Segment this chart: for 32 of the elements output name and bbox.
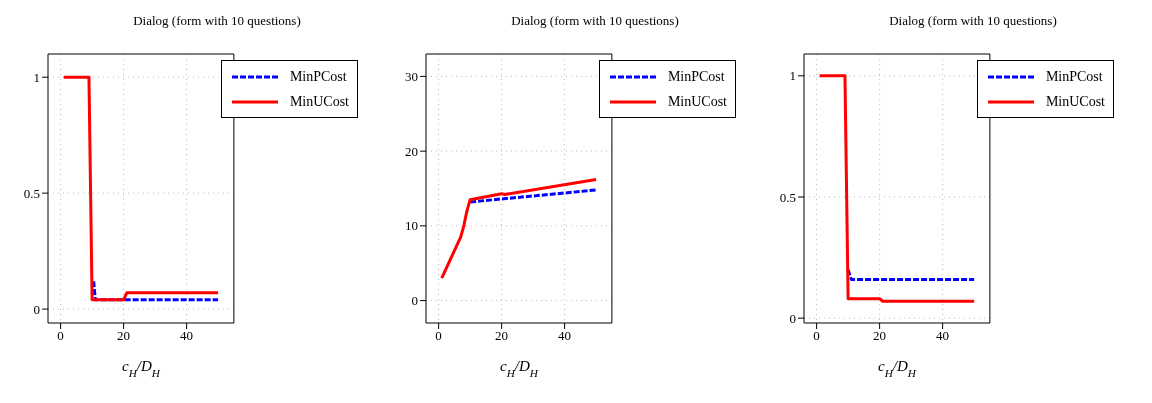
- y-tick-label: 0: [789, 310, 796, 326]
- y-tick-label: 10: [405, 218, 418, 234]
- legend-label: MinUCost: [667, 93, 727, 110]
- x-axis-title: c$_{H}$/D$_{H}$: [499, 358, 539, 379]
- chart-title: Dialog (form with 10 questions): [132, 12, 302, 30]
- legend-label: MinUCost: [289, 93, 349, 110]
- y-tick-label: 1: [33, 69, 40, 85]
- y-tick-label: 0: [33, 301, 40, 317]
- x-tick-label: 40: [936, 328, 950, 344]
- legend-label: MinPCost: [289, 68, 347, 85]
- y-tick-label: 1: [789, 68, 796, 84]
- y-tick-label: 30: [405, 69, 418, 85]
- chart-title: Dialog (form with 10 questions): [888, 12, 1058, 30]
- y-tick-label: 0.5: [779, 189, 796, 205]
- x-tick-label: 20: [495, 328, 509, 344]
- x-axis-title: c$_{H}$/D$_{H}$: [877, 358, 917, 379]
- y-tick-label: 0.5: [23, 185, 40, 201]
- legend-label: MinPCost: [667, 68, 725, 85]
- x-tick-label: 40: [558, 328, 572, 344]
- x-tick-label: 40: [180, 328, 194, 344]
- y-tick-label: 0: [411, 293, 418, 309]
- line-series: [440, 178, 598, 280]
- x-tick-label: 0: [57, 328, 64, 344]
- legend-label: MinUCost: [1045, 93, 1105, 110]
- x-tick-label: 0: [813, 328, 820, 344]
- chart-title: Dialog (form with 10 questions): [510, 12, 680, 30]
- x-tick-label: 20: [873, 328, 887, 344]
- x-tick-label: 0: [435, 328, 442, 344]
- x-axis-title: c$_{H}$/D$_{H}$: [121, 358, 161, 379]
- y-tick-label: 20: [405, 143, 418, 159]
- x-tick-label: 20: [117, 328, 131, 344]
- legend-label: MinPCost: [1045, 68, 1103, 85]
